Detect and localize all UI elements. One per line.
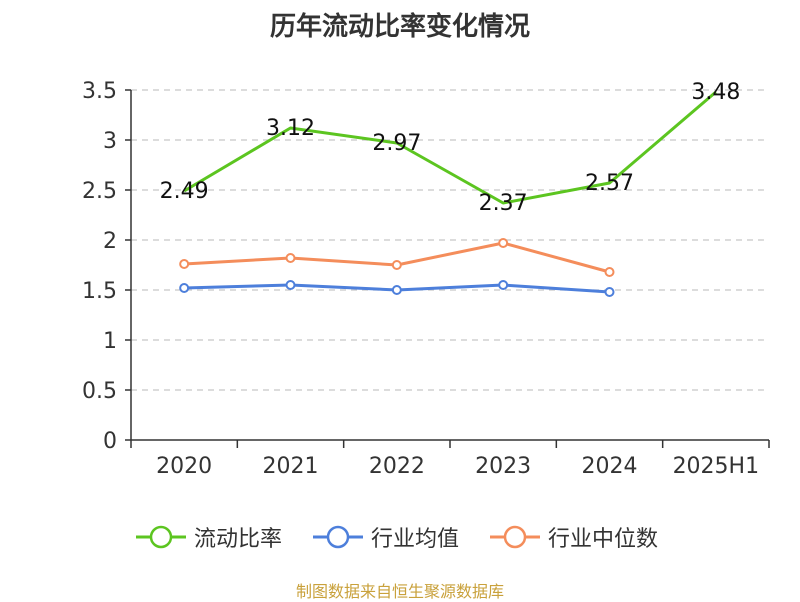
data-label: 2.57 [585,171,634,196]
data-point [391,260,402,270]
data-point [285,253,296,263]
y-tick-label: 3.5 [82,79,117,104]
legend-item-current-ratio[interactable]: 流动比率 [134,520,282,554]
legend-line-marker-icon [490,525,540,549]
y-tick-label: 2.5 [82,179,117,204]
chart-title: 历年流动比率变化情况 [269,12,530,42]
data-label: 3.12 [266,116,315,141]
data-point [179,283,190,293]
x-tick-label: 2024 [582,454,638,479]
legend-label: 行业均值 [371,527,460,552]
data-labels: 2.49 3.12 2.97 2.37 2.57 3.48 [160,80,741,216]
data-point [604,287,615,297]
x-tick-label: 2022 [369,454,425,479]
x-tick-label: 2023 [475,454,531,479]
axes: 0 0.5 1 1.5 2 2.5 3 3.5 2020 2021 2022 2023 2024 2025… [82,79,770,479]
legend: 流动比率 行业均值 行业中位数 [0,520,800,554]
data-label: 2.97 [372,131,421,156]
data-label: 2.49 [160,179,209,204]
legend-label: 行业中位数 [548,527,659,552]
legend-line-marker-icon [136,525,186,549]
y-tick-label: 0.5 [82,379,117,404]
data-point [179,259,190,269]
x-tick-label: 2021 [263,454,319,479]
data-point [498,238,509,248]
legend-item-industry-mean[interactable]: 行业均值 [311,520,459,554]
y-tick-label: 1.5 [82,279,117,304]
data-point [604,267,615,277]
y-tick-label: 2 [103,229,117,254]
grid-lines [131,89,769,391]
y-tick-label: 1 [103,329,117,354]
series-line [183,90,717,205]
data-label: 3.48 [691,80,740,105]
y-tick-label: 0 [103,429,117,454]
data-point [498,280,509,290]
source-note: 制图数据来自恒生聚源数据库 [295,582,504,601]
x-tick-label: 2020 [156,454,212,479]
data-point [391,285,402,295]
data-label: 2.37 [479,191,528,216]
x-tick-label: 2025H1 [673,454,760,479]
legend-line-marker-icon [313,525,363,549]
legend-label: 流动比率 [194,527,283,552]
series-lines [179,90,717,297]
data-point [285,280,296,290]
legend-item-industry-median[interactable]: 行业中位数 [488,520,658,554]
y-tick-label: 3 [103,129,117,154]
